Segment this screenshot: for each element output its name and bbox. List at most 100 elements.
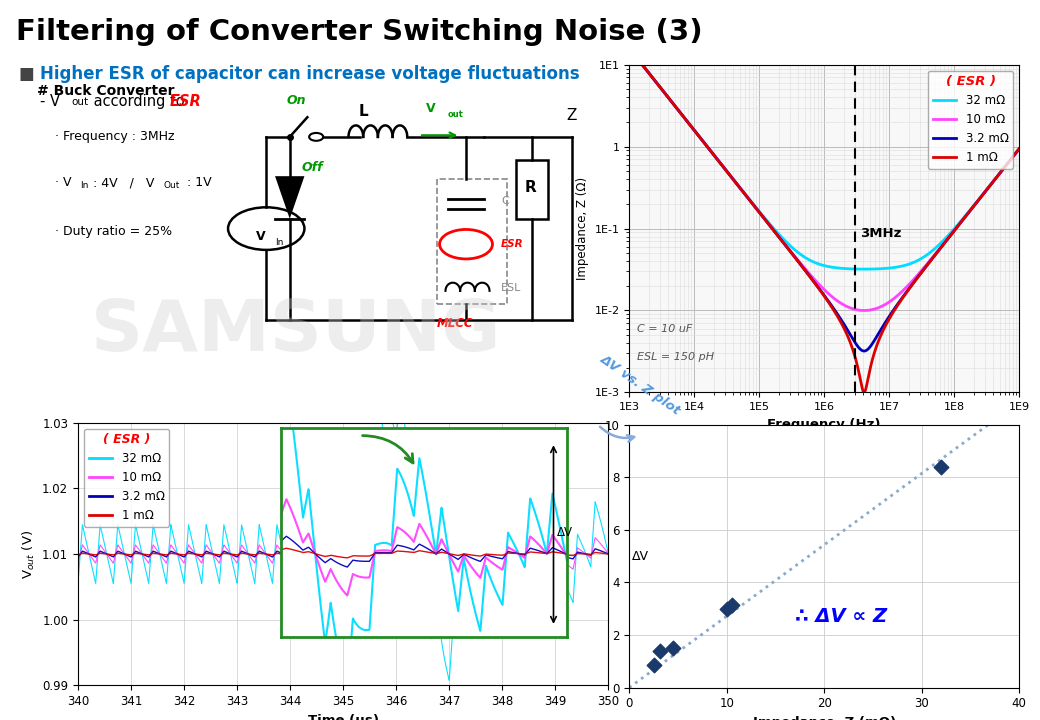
1 mΩ [1013,145,1025,153]
Text: In: In [275,238,284,247]
1 mΩ [602,550,615,559]
1 mΩ [465,549,477,558]
Point [933,461,950,472]
1 mΩ [773,233,785,241]
Bar [437,179,508,304]
Text: ∴ ΔV ∝ Z: ∴ ΔV ∝ Z [795,607,887,626]
3.2 mΩ [773,233,785,241]
3.2 mΩ [394,534,407,542]
Text: On: On [287,94,307,107]
10 mΩ [602,550,615,559]
10 mΩ [691,129,703,138]
Point [723,599,739,611]
Text: ESL = 150 pH: ESL = 150 pH [636,352,713,362]
Text: · Duty ratio = 25%: · Duty ratio = 25% [55,225,172,238]
Text: Out: Out [163,181,180,190]
1 mΩ [858,388,870,397]
Line: 1 mΩ: 1 mΩ [78,549,608,558]
1 mΩ [493,548,505,557]
Text: Filtering of Converter Switching Noise (3): Filtering of Converter Switching Noise (… [16,18,702,46]
10 mΩ [493,535,505,544]
32 mΩ [773,230,785,238]
32 mΩ [1006,154,1018,163]
Text: L: L [359,104,368,119]
3.2 mΩ [493,545,505,554]
Text: Off: Off [302,161,323,174]
Text: ESR: ESR [501,240,524,249]
10 mΩ [72,559,84,567]
32 mΩ [602,550,615,559]
X-axis label: Time (μs): Time (μs) [308,714,379,720]
1 mΩ [386,546,398,554]
Text: SAMSUNG: SAMSUNG [92,297,501,366]
Text: - V: - V [40,94,59,109]
Line: 32 mΩ: 32 mΩ [629,48,1019,269]
1 mΩ [963,207,976,215]
Text: ■: ■ [19,65,34,83]
3.2 mΩ [99,549,111,557]
1 mΩ [409,549,421,557]
Y-axis label: V$_{out}$ (V): V$_{out}$ (V) [21,529,36,579]
1 mΩ [72,551,84,559]
Point [665,642,681,654]
3.2 mΩ [465,549,477,557]
3.2 mΩ [602,550,615,559]
10 mΩ [773,232,785,240]
Text: V: V [256,230,265,243]
Text: MLCC: MLCC [437,317,473,330]
3.2 mΩ [1006,154,1018,163]
Bar [375,528,401,580]
10 mΩ [394,498,407,507]
32 mΩ [623,44,635,53]
10 mΩ [409,537,421,546]
Text: · V: · V [55,176,71,189]
10 mΩ [386,508,398,516]
3.2 mΩ [668,100,680,109]
Text: out: out [447,110,463,120]
Text: C: C [501,196,509,206]
32 mΩ [668,100,680,109]
Text: ESR: ESR [170,94,202,109]
3.2 mΩ [386,536,398,545]
Y-axis label: Impedance, Z (Ω): Impedance, Z (Ω) [576,177,589,280]
32 mΩ [394,385,407,394]
3.2 mΩ [789,254,802,263]
1 mΩ [1006,154,1018,163]
10 mΩ [264,556,277,564]
Line: 1 mΩ: 1 mΩ [629,48,1019,392]
1 mΩ [623,44,635,53]
Line: 10 mΩ: 10 mΩ [629,48,1019,310]
10 mΩ [443,589,456,598]
Text: ESL: ESL [501,283,522,293]
Text: : 4V   /   V: : 4V / V [88,176,154,189]
32 mΩ [691,129,703,138]
Text: Z: Z [566,109,576,124]
32 mΩ [409,509,421,518]
10 mΩ [465,547,477,556]
32 mΩ [72,579,84,588]
Text: In: In [80,181,88,190]
10 mΩ [858,306,870,315]
Y-axis label: ΔV (mV): ΔV (mV) [587,528,599,584]
3.2 mΩ [623,44,635,53]
Point [652,645,669,657]
1 mΩ [668,100,680,109]
Point [645,660,661,671]
Line: 3.2 mΩ: 3.2 mΩ [78,538,608,567]
Legend: 32 mΩ, 10 mΩ, 3.2 mΩ, 1 mΩ: 32 mΩ, 10 mΩ, 3.2 mΩ, 1 mΩ [84,428,170,526]
Text: out: out [72,97,88,107]
3.2 mΩ [963,207,976,215]
10 mΩ [668,100,680,109]
3.2 mΩ [1013,145,1025,153]
Text: # Buck Converter: # Buck Converter [37,84,175,99]
1 mΩ [789,254,802,263]
3.2 mΩ [858,347,870,356]
X-axis label: Impedance, Z (mΩ): Impedance, Z (mΩ) [753,716,895,720]
32 mΩ [789,246,802,255]
1 mΩ [691,129,703,138]
Text: R: R [525,180,537,195]
3.2 mΩ [409,546,421,554]
Text: according to: according to [89,94,189,109]
10 mΩ [1013,145,1025,153]
1 mΩ [443,554,456,562]
